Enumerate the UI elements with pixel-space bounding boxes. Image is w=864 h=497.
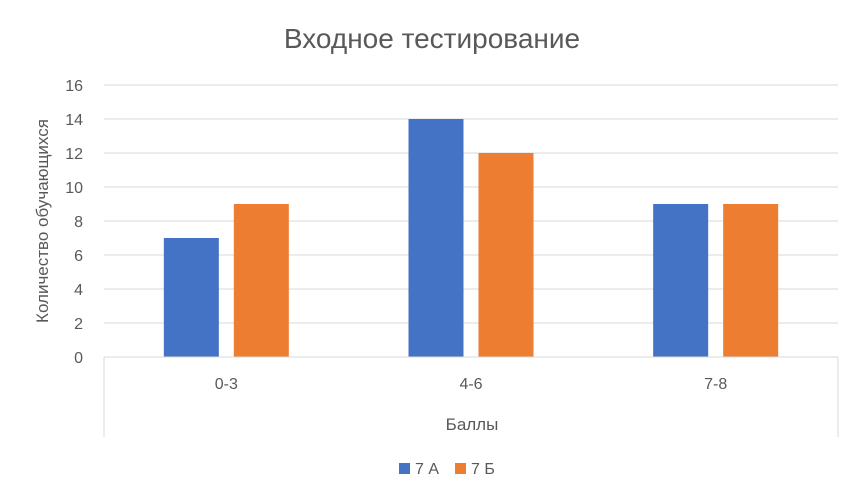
bar [653,204,709,357]
x-axis-category-frame [103,356,839,437]
bar [163,238,219,357]
x-tick-label: 4-6 [459,376,482,393]
bar [478,153,534,357]
legend-swatch [399,463,410,474]
legend: 7 А 7 Б [399,461,495,478]
y-tick-label: 14 [65,112,83,129]
y-tick-label: 16 [65,78,83,95]
y-tick-label: 4 [74,282,83,299]
y-tick-label: 12 [65,146,83,163]
y-tick-label: 6 [74,248,83,265]
legend-label: 7 А [415,461,439,478]
y-axis-label: Количество обучающихся [33,119,52,323]
y-tick-label: 2 [74,316,83,333]
y-tick-label: 0 [74,350,83,367]
bar [233,204,289,357]
bar [723,204,779,357]
gridlines [104,84,838,358]
bars [163,119,779,357]
x-axis-label: Баллы [446,415,499,434]
x-tick-label: 7-8 [704,376,727,393]
y-axis-ticks: 0 2 4 6 8 10 12 14 16 [65,78,83,367]
bar [408,119,464,357]
y-tick-label: 8 [74,214,83,231]
legend-swatch [455,463,466,474]
chart-title: Входное тестирование [284,23,580,54]
x-tick-label: 0-3 [215,376,238,393]
x-axis-ticks: 0-3 4-6 7-8 [215,376,728,393]
y-tick-label: 10 [65,180,83,197]
legend-label: 7 Б [471,461,495,478]
